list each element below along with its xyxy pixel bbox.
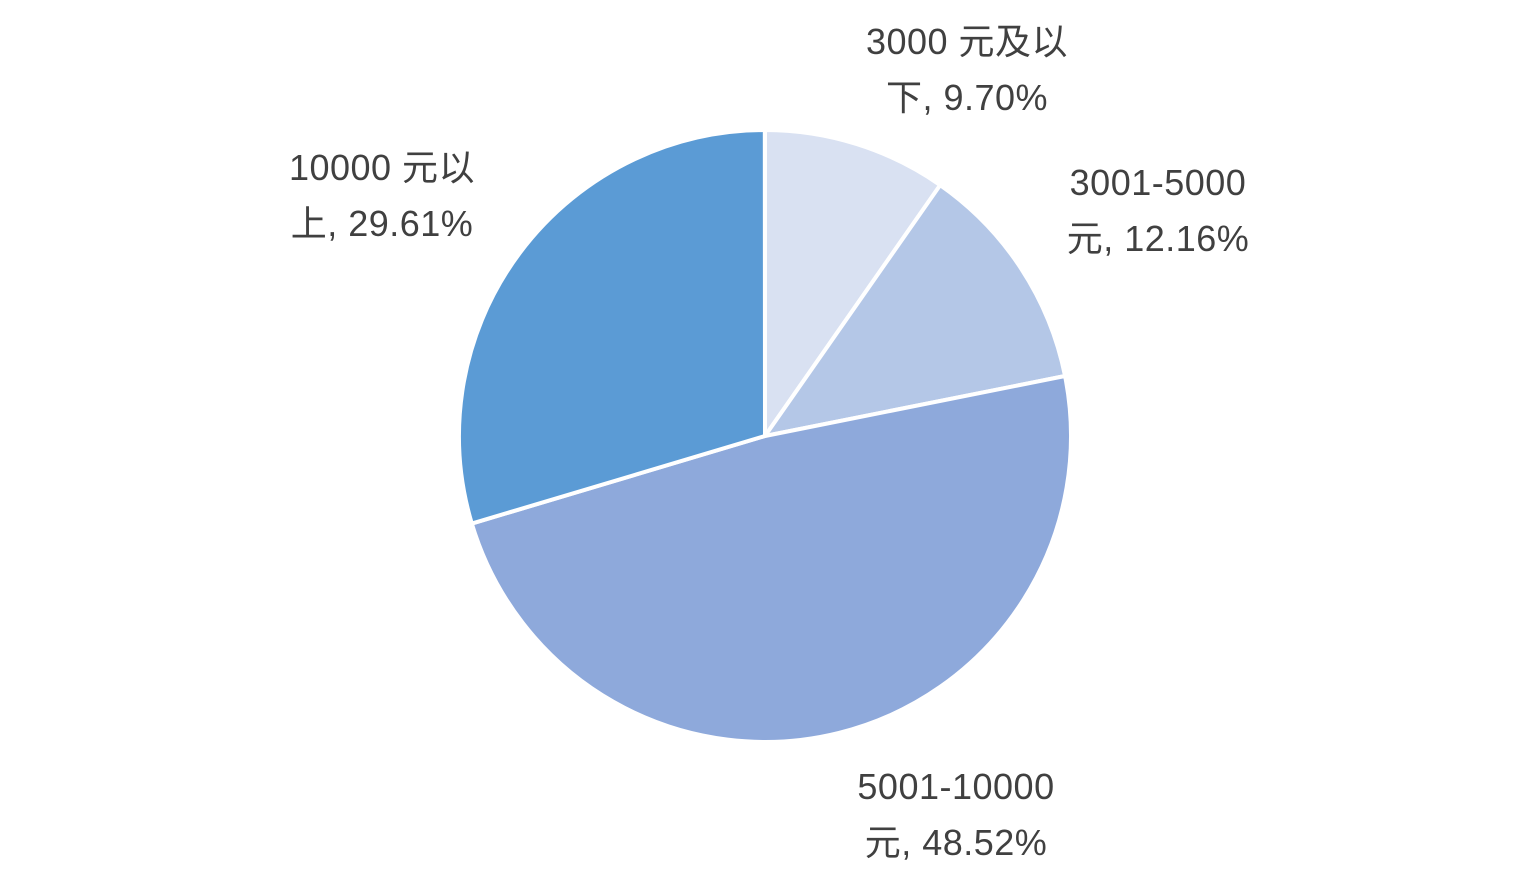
pie-slices: [457, 128, 1073, 744]
slice-label-line-1: 10000 元以: [288, 147, 476, 188]
slice-label-3001-5000: 3001-5000 元, 12.16%: [998, 155, 1318, 267]
slice-label-10000-and-above: 10000 元以 上, 29.61%: [222, 140, 542, 252]
slice-label-3000-and-below: 3000 元及以 下, 9.70%: [807, 14, 1127, 126]
pie-slice-3: [469, 374, 1073, 744]
slice-label-line-1: 3001-5000: [1069, 162, 1247, 203]
slice-label-line-2: 元, 12.16%: [1066, 218, 1250, 259]
pie-slice-4: [457, 128, 767, 526]
slice-label-line-2: 上, 29.61%: [290, 203, 474, 244]
slice-label-line-2: 元, 48.52%: [864, 822, 1048, 863]
pie-slice-2: [763, 183, 1068, 438]
pie-slice-1: [763, 128, 943, 438]
slice-label-line-2: 下, 9.70%: [885, 77, 1049, 118]
slice-label-line-1: 5001-10000: [857, 766, 1055, 807]
slice-label-line-1: 3000 元及以: [865, 21, 1069, 62]
slice-label-5001-10000: 5001-10000 元, 48.52%: [796, 759, 1116, 871]
